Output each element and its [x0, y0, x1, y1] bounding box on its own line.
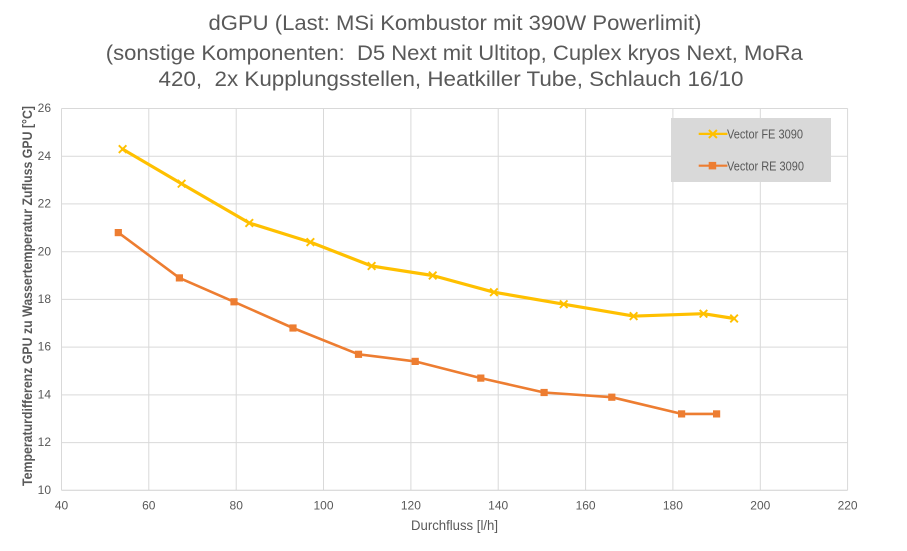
svg-text:18: 18: [38, 292, 52, 306]
svg-text:26: 26: [38, 101, 52, 115]
svg-text:24: 24: [38, 149, 52, 163]
svg-text:420, 2x Kupplungsstellen, Hea: 420, 2x Kupplungsstellen, Heatkiller Tub…: [159, 68, 744, 91]
svg-text:100: 100: [313, 498, 333, 512]
svg-text:40: 40: [55, 498, 69, 512]
svg-text:10: 10: [38, 483, 52, 497]
svg-text:Vector RE 3090: Vector RE 3090: [727, 159, 804, 173]
svg-text:12: 12: [38, 435, 52, 449]
svg-text:Durchfluss [l/h]: Durchfluss [l/h]: [411, 518, 498, 533]
svg-text:220: 220: [838, 498, 858, 512]
svg-text:Vector FE 3090: Vector FE 3090: [727, 128, 803, 142]
svg-text:14: 14: [38, 388, 52, 402]
svg-text:140: 140: [488, 498, 508, 512]
svg-text:180: 180: [663, 498, 683, 512]
svg-text:20: 20: [38, 244, 52, 258]
svg-text:dGPU (Last: MSi Kombustor mit: dGPU (Last: MSi Kombustor mit 390W Power…: [209, 12, 702, 35]
svg-text:22: 22: [38, 197, 52, 211]
svg-text:(sonstige Komponenten: D5 Nex: (sonstige Komponenten: D5 Next mit Ultit…: [106, 42, 803, 65]
svg-text:60: 60: [142, 498, 156, 512]
svg-text:120: 120: [401, 498, 421, 512]
svg-text:200: 200: [750, 498, 770, 512]
svg-text:80: 80: [230, 498, 244, 512]
svg-text:16: 16: [38, 340, 52, 354]
svg-text:160: 160: [576, 498, 596, 512]
svg-text:Temperaturdifferenz GPU zu Was: Temperaturdifferenz GPU zu Wassertempera…: [19, 106, 35, 486]
